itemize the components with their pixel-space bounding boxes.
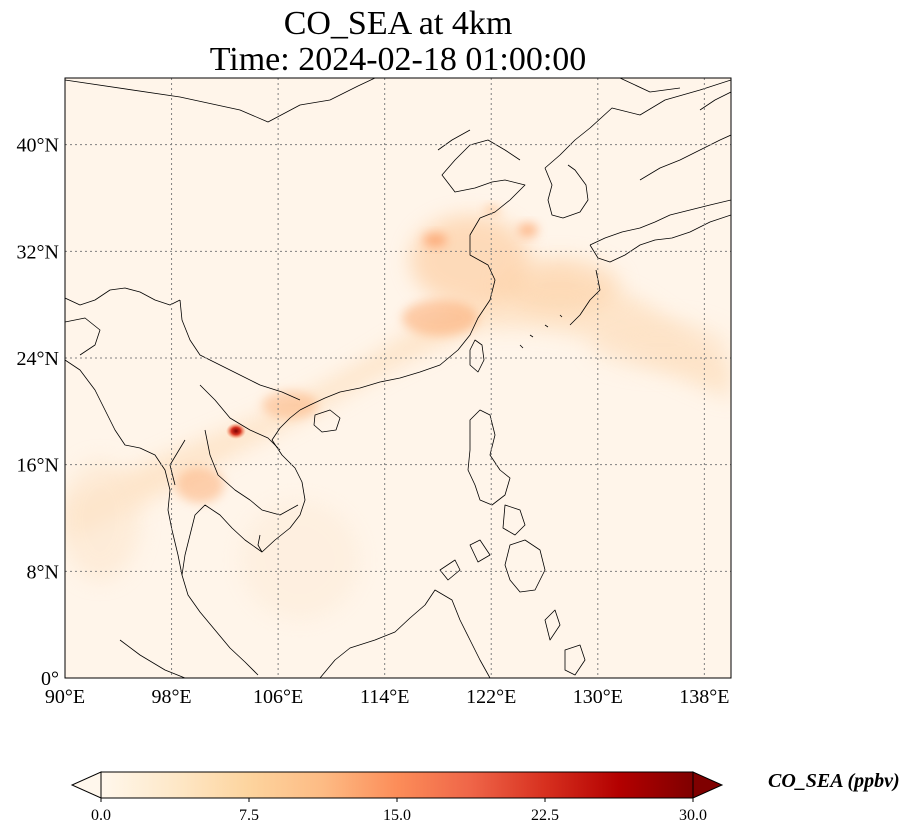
lon-tick-label: 98°E xyxy=(151,686,191,708)
map-frame xyxy=(64,77,732,679)
map-title: CO_SEA at 4km xyxy=(283,5,513,42)
colorbar-tick-label: 15.0 xyxy=(383,807,411,824)
colorbar-tick-label: 22.5 xyxy=(531,807,559,824)
lat-tick-label: 40°N xyxy=(17,135,59,157)
lon-tick-labels: 90°E 98°E 106°E 114°E 122°E 130°E 138°E xyxy=(45,686,730,708)
lat-tick-label: 0° xyxy=(41,668,59,690)
lon-tick-label: 122°E xyxy=(466,686,516,708)
colorbar-ticks: 0.0 7.5 15.0 22.5 30.0 xyxy=(91,798,707,824)
co-plume-east-sea xyxy=(500,257,620,313)
colorbar-gradient xyxy=(100,771,694,799)
co-plume-yangtze xyxy=(402,300,478,336)
gridlines xyxy=(65,78,731,678)
lon-tick-label: 138°E xyxy=(679,686,729,708)
lon-tick-label: 90°E xyxy=(45,686,85,708)
colorbar: 0.0 7.5 15.0 22.5 30.0 CO_SEA (ppbv) xyxy=(70,770,900,824)
colorbar-tick-label: 30.0 xyxy=(679,807,707,824)
lat-tick-label: 32°N xyxy=(17,241,59,263)
co-plume-scs xyxy=(240,500,360,620)
lat-tick-label: 8°N xyxy=(27,561,59,583)
lon-tick-label: 114°E xyxy=(360,686,409,708)
co-concentration-field xyxy=(65,205,731,620)
colorbar-tick-label: 7.5 xyxy=(239,807,259,824)
lon-tick-label: 106°E xyxy=(253,686,303,708)
colorbar-label: CO_SEA (ppbv) xyxy=(768,770,900,792)
co-plume-myanmar-thai xyxy=(176,467,224,503)
lat-tick-labels: 0° 8°N 16°N 24°N 32°N 40°N xyxy=(17,135,59,690)
co-plume-bay-bengal xyxy=(65,460,140,580)
co-plume-shandong xyxy=(484,205,500,215)
co-plume-north xyxy=(423,233,447,247)
colorbar-extend-max xyxy=(692,771,724,799)
lon-tick-label: 130°E xyxy=(573,686,623,708)
co-hotspot-laos xyxy=(226,423,246,439)
lat-tick-label: 24°N xyxy=(17,348,59,370)
co-plume-pacific xyxy=(590,320,730,370)
co-plume-gulf-tonkin xyxy=(262,391,318,419)
lat-tick-label: 16°N xyxy=(17,455,59,477)
coastlines xyxy=(65,78,731,678)
co-plume-korea-sea xyxy=(518,223,538,237)
map-subtitle-time: Time: 2024-02-18 01:00:00 xyxy=(209,41,587,78)
colorbar-extend-min xyxy=(70,771,102,799)
colorbar-tick-label: 0.0 xyxy=(91,807,111,824)
